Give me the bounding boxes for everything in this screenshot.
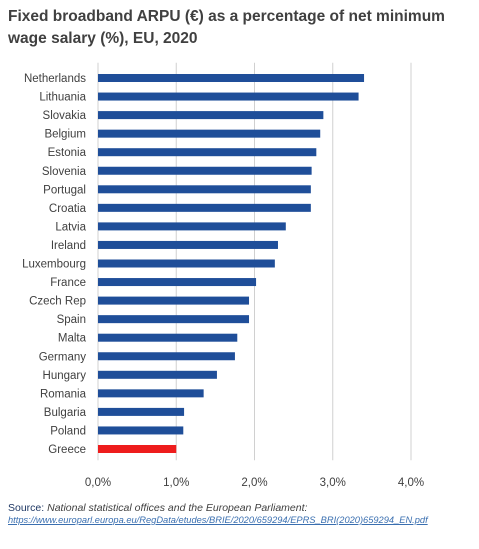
x-tick-label: 1,0% xyxy=(163,477,189,489)
category-labels: Netherlands Lithuania Slovakia Belgium Eston… xyxy=(22,73,87,456)
category-label: Croatia xyxy=(49,203,87,215)
bar-slovakia xyxy=(98,111,324,120)
category-label: Czech Rep xyxy=(29,296,86,308)
bar-greece xyxy=(98,445,177,453)
bar-czech-rep xyxy=(98,296,250,305)
bar-france xyxy=(98,278,257,287)
bar-spain xyxy=(98,315,250,324)
bar-latvia xyxy=(98,222,286,231)
category-label: Luxembourg xyxy=(22,259,86,271)
category-label: Greece xyxy=(48,444,86,456)
source-text: National statistical offices and the Eur… xyxy=(47,502,308,514)
bar-chart: Netherlands Lithuania Slovakia Belgium Eston… xyxy=(22,62,424,489)
x-tick-label: 0,0% xyxy=(85,477,111,489)
category-label: Portugal xyxy=(43,184,86,196)
category-label: Slovakia xyxy=(43,110,87,122)
bar-netherlands xyxy=(98,74,365,82)
bar-ireland xyxy=(98,240,278,249)
category-label: Latvia xyxy=(55,221,86,233)
x-tick-label: 2,0% xyxy=(241,477,267,489)
bar-lithuania xyxy=(98,92,359,101)
bar-malta xyxy=(98,333,238,342)
source-label: Source: xyxy=(8,502,45,514)
bar-luxembourg xyxy=(98,259,275,268)
bar-croatia xyxy=(98,203,311,212)
category-label: Spain xyxy=(57,314,86,326)
bars xyxy=(98,74,365,453)
bar-estonia xyxy=(98,148,317,157)
x-tick-label: 3,0% xyxy=(320,477,346,489)
bar-hungary xyxy=(98,370,217,379)
chart-title: Fixed broadband ARPU (€) as a percentage… xyxy=(8,8,445,47)
bar-belgium xyxy=(98,129,321,138)
source-note: Source: National statistical offices and… xyxy=(8,502,474,526)
bar-poland xyxy=(98,426,184,435)
x-tick-labels: 0,0% 1,0% 2,0% 3,0% 4,0% xyxy=(85,477,424,489)
category-label: Poland xyxy=(50,425,86,437)
category-label: Hungary xyxy=(43,370,87,382)
source-link[interactable]: https://www.europarl.europa.eu/RegData/e… xyxy=(8,515,428,525)
bar-slovenia xyxy=(98,166,312,175)
bar-germany xyxy=(98,352,235,361)
category-label: Romania xyxy=(40,388,87,400)
category-label: Netherlands xyxy=(24,73,86,85)
category-label: Germany xyxy=(39,351,87,363)
category-label: France xyxy=(50,277,86,289)
category-label: Malta xyxy=(58,333,87,345)
category-label: Slovenia xyxy=(42,166,87,178)
bar-portugal xyxy=(98,185,311,194)
x-tick-label: 4,0% xyxy=(398,477,424,489)
bar-romania xyxy=(98,389,204,398)
category-label: Ireland xyxy=(51,240,86,252)
category-label: Belgium xyxy=(44,129,86,141)
category-label: Estonia xyxy=(48,147,87,159)
category-label: Bulgaria xyxy=(44,407,87,419)
category-label: Lithuania xyxy=(39,92,86,104)
bar-bulgaria xyxy=(98,407,185,416)
